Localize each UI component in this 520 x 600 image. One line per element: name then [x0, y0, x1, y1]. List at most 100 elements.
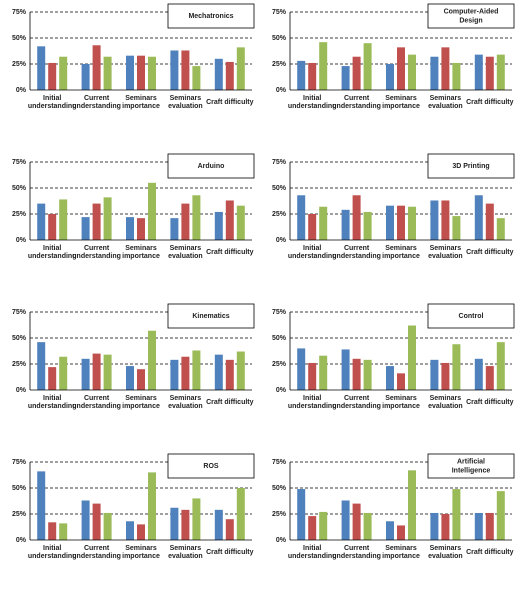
x-tick-label: Seminars importance — [122, 545, 160, 560]
bar — [225, 200, 234, 240]
bar — [341, 500, 350, 540]
title-box — [167, 453, 255, 479]
bar — [297, 489, 306, 540]
y-tick-label: 50% — [272, 335, 287, 342]
x-tick-label: Seminars importance — [382, 545, 420, 560]
bar — [352, 503, 361, 540]
x-tick-label: Seminars evaluation — [168, 245, 203, 260]
y-tick-label: 50% — [12, 185, 27, 192]
bar — [408, 470, 416, 540]
bar — [308, 62, 317, 90]
bar — [485, 56, 494, 90]
bar — [148, 330, 156, 390]
bar — [397, 373, 405, 390]
y-tick-label: 25% — [12, 61, 27, 68]
bar — [408, 206, 416, 240]
bar — [103, 197, 112, 240]
bar — [297, 60, 306, 90]
bar — [352, 195, 361, 240]
bar — [92, 503, 101, 540]
y-tick-label: 75% — [12, 9, 27, 16]
bar — [496, 342, 505, 390]
bar — [297, 348, 306, 390]
bar — [496, 54, 505, 90]
bar — [214, 58, 223, 90]
bar — [126, 217, 134, 240]
y-tick-label: 75% — [12, 159, 27, 166]
bar — [496, 218, 505, 240]
x-tick-label: Seminars evaluation — [428, 545, 463, 560]
chart-title: Mechatronics — [188, 13, 233, 20]
title-box — [427, 303, 515, 329]
bar — [181, 356, 190, 390]
bar — [363, 359, 372, 390]
x-tick-label: Initial understanding — [28, 95, 77, 110]
bar — [386, 205, 394, 240]
bar — [81, 217, 90, 240]
bar — [37, 342, 46, 390]
bar — [103, 354, 112, 390]
x-tick-label: Current understanding — [332, 245, 381, 260]
bar — [214, 354, 223, 390]
y-tick-label: 25% — [12, 511, 27, 518]
x-tick-label: Seminars importance — [382, 395, 420, 410]
bar — [441, 362, 450, 390]
bar — [126, 521, 134, 540]
bar — [192, 498, 201, 540]
bar — [341, 209, 350, 240]
y-tick-label: 0% — [16, 537, 27, 544]
chart-title: 3D Printing — [452, 163, 489, 170]
y-tick-label: 0% — [16, 87, 27, 94]
y-tick-label: 0% — [276, 237, 287, 244]
x-tick-label: Current understanding — [72, 245, 121, 260]
x-tick-label: Seminars evaluation — [428, 245, 463, 260]
x-tick-label: Current understanding — [332, 545, 381, 560]
bar — [236, 351, 245, 390]
bar — [137, 218, 145, 240]
title-box — [167, 303, 255, 329]
chart-title: Artificial Intelligence — [452, 458, 491, 474]
y-tick-label: 0% — [276, 387, 287, 394]
y-tick-label: 75% — [272, 159, 287, 166]
x-tick-label: Initial understanding — [28, 245, 77, 260]
bar — [181, 203, 190, 240]
x-tick-label: Craft difficulty — [466, 99, 514, 106]
x-tick-label: Current understanding — [72, 95, 121, 110]
bar — [319, 355, 328, 390]
bar — [148, 472, 156, 540]
bar — [386, 366, 394, 390]
bar — [430, 200, 439, 240]
y-tick-label: 25% — [12, 361, 27, 368]
bar — [170, 50, 179, 90]
bar — [341, 349, 350, 390]
bar — [225, 359, 234, 390]
y-tick-label: 0% — [16, 237, 27, 244]
bar — [148, 182, 156, 240]
bar — [126, 55, 134, 90]
bar — [474, 512, 483, 540]
y-tick-label: 50% — [12, 35, 27, 42]
y-tick-label: 25% — [272, 61, 287, 68]
x-tick-label: Current understanding — [72, 395, 121, 410]
bar — [297, 195, 306, 240]
bar — [170, 359, 179, 390]
x-tick-label: Craft difficulty — [466, 249, 514, 256]
y-tick-label: 0% — [276, 87, 287, 94]
chart-title: Kinematics — [192, 313, 229, 320]
x-tick-label: Current understanding — [332, 395, 381, 410]
x-tick-label: Seminars importance — [382, 245, 420, 260]
y-tick-label: 50% — [12, 485, 27, 492]
bar — [170, 218, 179, 240]
x-tick-label: Seminars importance — [122, 395, 160, 410]
chart-title: Control — [459, 313, 484, 320]
bar — [452, 489, 461, 540]
bar — [352, 56, 361, 90]
x-tick-label: Initial understanding — [288, 395, 337, 410]
bar — [452, 62, 461, 90]
title-box — [427, 453, 515, 479]
bar — [148, 56, 156, 90]
bar — [92, 203, 101, 240]
y-tick-label: 0% — [276, 537, 287, 544]
